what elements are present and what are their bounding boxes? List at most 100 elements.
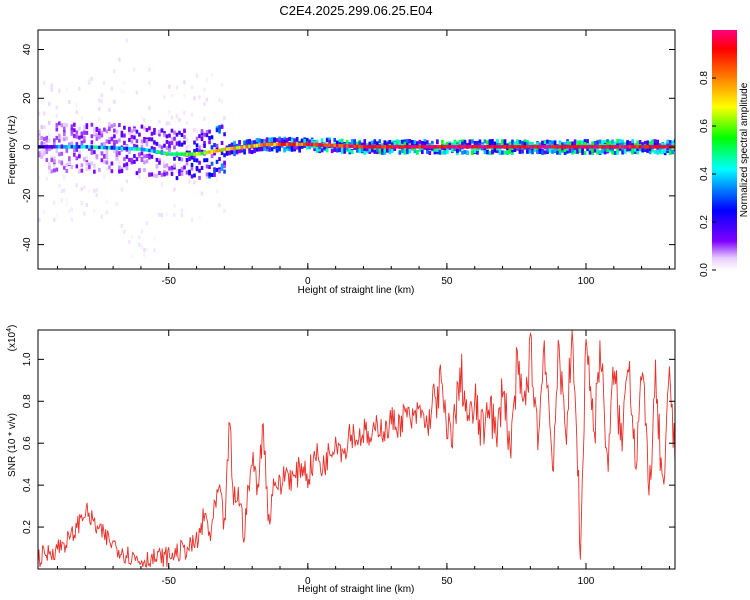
spectrogram-ridge-cell: [288, 142, 291, 147]
y-tick-label: 0.2: [22, 520, 33, 534]
spectrogram-ridge-cell: [55, 145, 59, 149]
spectrogram-cell: [40, 141, 44, 146]
spectrogram-cell: [395, 142, 399, 147]
spectrogram-x-ticks: -50 0 50 100: [56, 30, 670, 287]
spectrogram-cell: [195, 158, 199, 163]
y-tick-label: 40: [22, 44, 33, 56]
spectrogram-cell: [458, 140, 462, 145]
spectrogram-cell: [421, 146, 424, 151]
spectrogram-speckle: [193, 96, 196, 101]
spectrogram-cell: [158, 129, 161, 134]
spectrogram-cell: [108, 165, 111, 170]
spectrogram-cell: [380, 148, 384, 153]
spectrogram-cell: [45, 138, 49, 143]
spectrogram-ridge-cell: [385, 145, 389, 149]
spectrogram-cell: [38, 132, 41, 137]
spectrogram-cell: [656, 139, 659, 144]
spectrogram-cell: [350, 150, 354, 155]
spectrogram-cell: [228, 150, 231, 155]
spectrogram-cell: [135, 171, 139, 176]
spectrogram-cell: [125, 144, 129, 149]
spectrogram-ridge-cell: [633, 145, 637, 149]
spectrogram-speckle: [200, 143, 204, 148]
spectrogram-ridge-cell: [305, 142, 309, 147]
spectrogram-cell: [125, 166, 129, 171]
spectrogram-cell: [646, 141, 649, 146]
spectrogram-frame: [37, 29, 676, 270]
spectrogram-cell: [468, 139, 472, 144]
spectrogram-cell: [496, 149, 499, 154]
spectrogram-cell: [563, 148, 567, 153]
spectrogram-cell: [190, 162, 194, 167]
spectrogram-cell: [260, 141, 264, 146]
spectrogram-cell: [476, 146, 479, 151]
spectrogram-speckle: [128, 135, 131, 140]
spectrogram-cell: [603, 150, 607, 155]
spectrogram-ridge-cell: [473, 145, 477, 149]
spectrogram-cell: [158, 132, 161, 137]
spectrogram-cell: [653, 139, 657, 144]
spectrogram-speckle: [60, 198, 63, 203]
spectrogram-cell: [295, 137, 299, 142]
spectrogram-speckle: [105, 210, 108, 215]
spectrogram-cell: [70, 127, 74, 132]
spectrogram-cell: [63, 122, 66, 127]
x-tick-label: -50: [162, 276, 177, 287]
spectrogram-cell: [478, 139, 482, 144]
spectrogram-speckle: [218, 97, 221, 102]
spectrogram-speckle: [168, 84, 171, 89]
spectrogram-cell: [78, 150, 81, 155]
spectrogram-speckle: [148, 67, 151, 72]
spectrogram-cell: [446, 150, 449, 155]
spectrogram-cell: [128, 138, 131, 143]
spectrogram-ridge-cell: [65, 145, 69, 149]
spectrogram-ridge-cell: [200, 151, 204, 156]
spectrogram-cell: [365, 147, 369, 152]
spectrogram-ridge-cell: [536, 145, 539, 149]
spectrogram-cell: [105, 160, 109, 165]
spectrogram-cell: [551, 140, 554, 145]
spectrogram-ridge-cell: [488, 145, 492, 149]
spectrogram-cell: [243, 148, 246, 153]
spectrogram-cell: [250, 150, 254, 155]
spectrogram-cell: [335, 148, 339, 153]
spectrogram-cell: [110, 124, 114, 129]
spectrogram-cell: [280, 137, 284, 142]
spectrogram-cell: [60, 151, 64, 156]
spectrogram-ridge-cell: [651, 145, 654, 149]
spectrogram-cell: [275, 145, 279, 150]
spectrogram-cell: [43, 151, 46, 156]
spectrogram-ridge-cell: [185, 152, 189, 156]
spectrogram-speckle: [123, 229, 126, 234]
spectrogram-cell: [673, 142, 675, 147]
spectrogram-speckle: [150, 169, 154, 174]
spectrogram-cell: [143, 136, 146, 141]
spectrogram-cell: [573, 139, 577, 144]
spectrogram-cell: [483, 150, 487, 155]
spectrogram-cell: [340, 148, 344, 153]
spectrogram-cell: [95, 155, 99, 160]
spectrogram-cell: [661, 150, 664, 155]
spectrogram-cell: [578, 148, 582, 153]
spectrogram-cell: [511, 142, 514, 147]
spectrogram-cell: [200, 134, 204, 139]
spectrogram-cell: [190, 166, 194, 171]
spectrogram-ridge-cell: [50, 145, 54, 149]
spectrogram-cell: [235, 148, 239, 153]
spectrogram-cell: [596, 150, 599, 155]
spectrogram-cell: [200, 129, 204, 134]
spectrogram-cell: [85, 166, 89, 171]
spectrogram-cell: [441, 139, 444, 144]
spectrogram-cell: [486, 150, 489, 155]
spectrogram-cell: [338, 146, 342, 151]
spectrogram-cell: [621, 150, 624, 155]
snr-y-multiplier: (x104): [6, 325, 18, 352]
spectrogram-ridge-cell: [573, 145, 577, 149]
spectrogram-cell: [178, 142, 181, 147]
spectrogram-cell: [593, 148, 597, 153]
spectrogram-cell: [83, 157, 86, 162]
spectrogram-cell: [68, 142, 71, 147]
spectrogram-cell: [566, 149, 569, 154]
spectrogram-cell: [258, 147, 261, 152]
spectrogram-cell: [168, 147, 171, 152]
